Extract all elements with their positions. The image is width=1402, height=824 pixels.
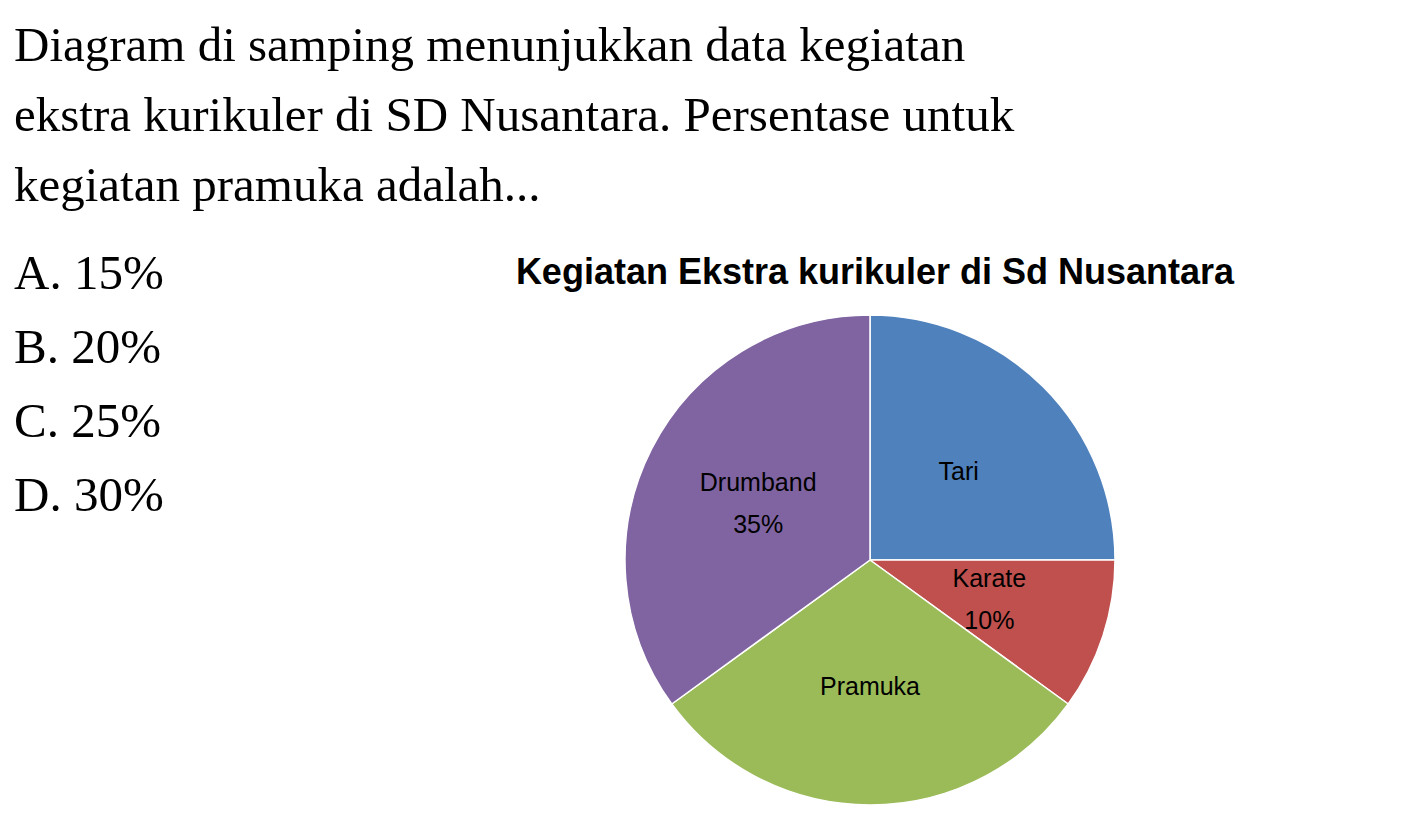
svg-text:10%: 10% — [964, 606, 1014, 634]
svg-text:Drumband: Drumband — [700, 468, 817, 496]
html-text:Diagram di samping menunjukkan: Diagram di samping menunjukkan data kegi… — [14, 17, 966, 72]
svg-text:Kegiatan Ekstra kurikuler di S: Kegiatan Ekstra kurikuler di Sd Nusantar… — [516, 251, 1235, 292]
svg-text:Pramuka: Pramuka — [820, 672, 920, 700]
html-text:ekstra kurikuler di SD Nusanta: ekstra kurikuler di SD Nusantara. Persen… — [14, 87, 1015, 142]
svg-text:Tari: Tari — [939, 457, 979, 485]
html-text:B. 20%: B. 20% — [14, 319, 161, 374]
svg-text:35%: 35% — [733, 510, 783, 538]
html-text:kegiatan pramuka adalah...: kegiatan pramuka adalah... — [14, 157, 541, 212]
svg-text:Karate: Karate — [953, 564, 1027, 592]
html-text:D. 30%: D. 30% — [14, 467, 164, 522]
html-text:C. 25%: C. 25% — [14, 393, 161, 448]
html-text:A. 15%: A. 15% — [14, 245, 164, 300]
